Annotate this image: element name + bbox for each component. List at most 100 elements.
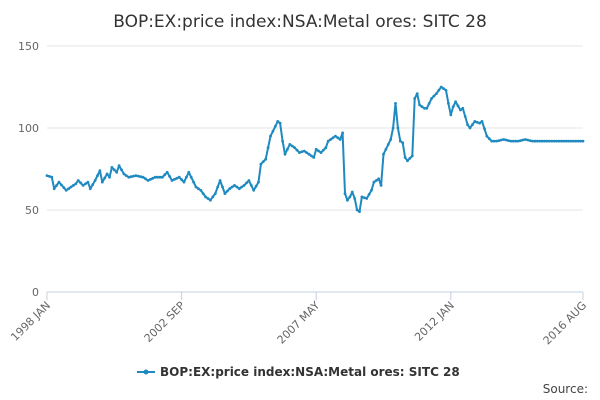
data-point[interactable] [103, 176, 107, 180]
data-point[interactable] [216, 185, 220, 189]
data-point[interactable] [574, 139, 578, 143]
data-point[interactable] [555, 139, 558, 143]
data-point[interactable] [153, 175, 157, 179]
data-point[interactable] [394, 102, 397, 105]
data-point[interactable] [156, 175, 160, 179]
data-point[interactable] [252, 188, 256, 192]
data-point[interactable] [560, 139, 563, 143]
data-point[interactable] [52, 187, 56, 191]
data-point[interactable] [69, 185, 73, 189]
data-point[interactable] [389, 138, 393, 141]
data-point[interactable] [158, 175, 162, 179]
data-point[interactable] [435, 92, 438, 95]
data-point[interactable] [466, 123, 469, 127]
data-point[interactable] [228, 187, 232, 191]
data-point[interactable] [523, 138, 527, 141]
data-point[interactable] [264, 157, 268, 161]
data-point[interactable] [543, 139, 546, 143]
data-point[interactable] [161, 175, 164, 179]
data-point[interactable] [511, 139, 515, 143]
data-point[interactable] [528, 139, 532, 143]
data-point[interactable] [117, 164, 121, 168]
data-point[interactable] [115, 170, 119, 174]
data-point[interactable] [444, 88, 448, 92]
data-point[interactable] [415, 92, 419, 95]
data-point[interactable] [346, 198, 349, 202]
data-point[interactable] [487, 137, 491, 141]
data-point[interactable] [312, 156, 316, 159]
data-point[interactable] [502, 138, 506, 141]
data-point[interactable] [398, 139, 402, 143]
data-point[interactable] [521, 138, 525, 142]
data-point[interactable] [504, 138, 508, 142]
data-point[interactable] [199, 188, 203, 192]
data-point[interactable] [516, 139, 520, 143]
data-point[interactable] [362, 196, 366, 200]
data-point[interactable] [112, 168, 116, 172]
data-point[interactable] [550, 139, 554, 143]
data-point[interactable] [96, 174, 99, 178]
data-point[interactable] [50, 175, 54, 179]
data-point[interactable] [310, 154, 313, 158]
data-point[interactable] [259, 162, 263, 166]
data-point[interactable] [100, 180, 104, 184]
data-point[interactable] [336, 136, 340, 140]
data-point[interactable] [175, 176, 179, 180]
data-point[interactable] [314, 147, 318, 151]
data-point[interactable] [146, 179, 150, 182]
data-point[interactable] [425, 106, 429, 110]
data-point[interactable] [353, 197, 357, 200]
data-point[interactable] [437, 88, 441, 92]
data-point[interactable] [81, 184, 85, 187]
data-point[interactable] [418, 103, 421, 107]
data-point[interactable] [449, 113, 453, 117]
data-point[interactable] [189, 175, 193, 179]
data-point[interactable] [540, 139, 544, 143]
data-point[interactable] [406, 159, 409, 163]
data-point[interactable] [480, 120, 484, 123]
data-point[interactable] [290, 144, 294, 148]
data-point[interactable] [170, 179, 174, 182]
data-point[interactable] [213, 192, 217, 196]
data-point[interactable] [165, 170, 169, 174]
data-point[interactable] [278, 121, 282, 125]
data-point[interactable] [201, 192, 205, 196]
data-point[interactable] [526, 138, 530, 142]
data-point[interactable] [221, 185, 224, 189]
data-point[interactable] [286, 147, 289, 151]
data-point[interactable] [514, 139, 518, 143]
data-point[interactable] [235, 185, 239, 189]
data-point[interactable] [72, 184, 75, 187]
data-point[interactable] [302, 149, 306, 153]
data-point[interactable] [134, 174, 138, 178]
data-point[interactable] [533, 139, 537, 143]
data-point[interactable] [242, 184, 246, 187]
data-point[interactable] [67, 187, 70, 191]
data-point[interactable] [129, 175, 133, 179]
data-point[interactable] [581, 139, 585, 143]
data-point[interactable] [545, 139, 549, 143]
data-point[interactable] [60, 183, 63, 187]
data-point[interactable] [163, 173, 167, 177]
data-point[interactable] [331, 136, 335, 140]
data-point[interactable] [173, 178, 176, 181]
data-point[interactable] [271, 129, 275, 133]
data-point[interactable] [499, 138, 503, 142]
data-point[interactable] [254, 184, 258, 188]
data-point[interactable] [240, 185, 244, 189]
data-point[interactable] [447, 102, 450, 105]
data-point[interactable] [204, 195, 208, 199]
data-point[interactable] [377, 177, 381, 181]
data-point[interactable] [420, 105, 424, 109]
data-point[interactable] [492, 139, 496, 143]
data-point[interactable] [396, 126, 400, 130]
data-point[interactable] [300, 150, 304, 154]
data-point[interactable] [141, 175, 145, 179]
data-point[interactable] [473, 120, 477, 123]
data-point[interactable] [350, 190, 354, 194]
data-point[interactable] [144, 177, 147, 181]
data-point[interactable] [439, 85, 443, 89]
data-point[interactable] [266, 146, 270, 150]
data-point[interactable] [187, 170, 191, 174]
data-point[interactable] [124, 174, 128, 178]
